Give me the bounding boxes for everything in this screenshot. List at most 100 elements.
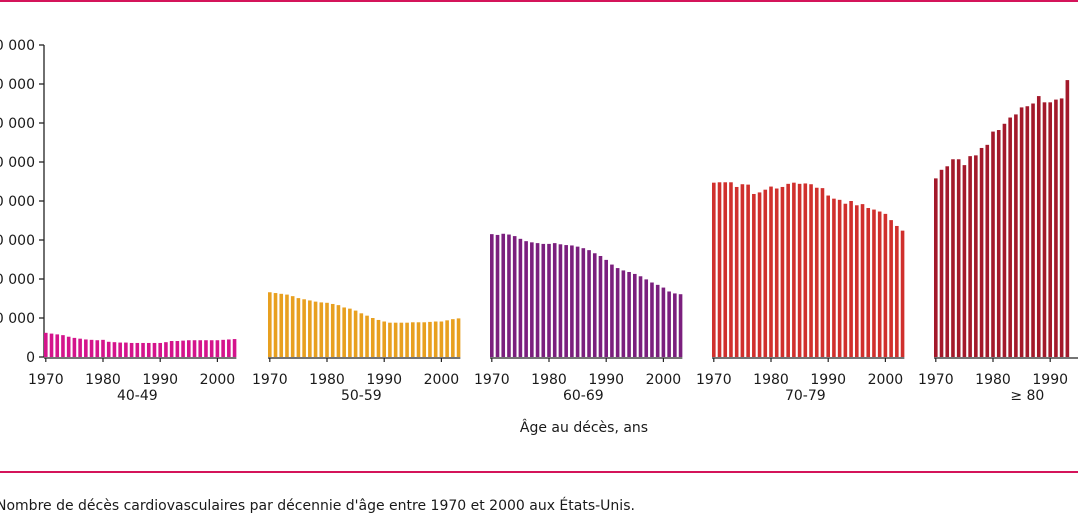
bar — [129, 342, 134, 357]
bar — [445, 320, 449, 357]
bar — [587, 250, 591, 357]
bar — [388, 322, 392, 357]
bar — [592, 253, 597, 357]
bar — [227, 339, 231, 357]
bar — [610, 264, 614, 357]
bar — [169, 341, 174, 357]
bar — [558, 244, 563, 357]
bar — [792, 182, 796, 357]
x-tick-label: 2000 — [868, 372, 904, 388]
bar — [633, 273, 637, 357]
bar — [204, 340, 208, 357]
bar — [336, 305, 341, 357]
y-tick-label: 0 — [26, 350, 35, 366]
bar — [996, 130, 1001, 357]
bar — [1036, 96, 1041, 357]
bar — [49, 333, 54, 357]
y-tick-label: 70 000 — [0, 77, 35, 93]
bar — [1019, 107, 1024, 358]
bar — [507, 234, 511, 357]
bar — [72, 337, 77, 357]
bar — [786, 183, 790, 357]
bar — [774, 188, 779, 357]
x-tick-label: 1990 — [142, 372, 178, 388]
bar — [1031, 103, 1035, 357]
bar — [763, 189, 768, 357]
bar — [490, 234, 494, 357]
bar — [55, 334, 60, 357]
bar — [198, 340, 203, 357]
panel-2: 1970 1980 1990 2000 50-59 — [252, 292, 461, 404]
bar — [723, 182, 728, 357]
bar — [860, 204, 865, 357]
bar — [146, 342, 151, 357]
bar — [456, 318, 461, 357]
bar — [279, 293, 284, 357]
y-tick-label: 10 000 — [0, 311, 35, 327]
bar — [673, 293, 677, 357]
bar — [348, 308, 352, 357]
bar — [900, 230, 905, 357]
bar — [84, 339, 88, 357]
bar — [393, 322, 398, 357]
bar — [535, 243, 540, 357]
bar — [570, 245, 574, 357]
bar — [814, 187, 819, 357]
bar — [667, 291, 671, 357]
bar — [939, 169, 944, 357]
chart-panels: 1970 1980 1990 2000 40-49 1970 1980 1990 2000 50-… — [28, 80, 1078, 404]
bar — [945, 166, 950, 357]
bar — [61, 335, 65, 357]
x-tick-label: 1980 — [975, 372, 1011, 388]
bar — [296, 298, 301, 357]
bar — [968, 156, 972, 357]
bar — [1065, 80, 1070, 357]
bar — [209, 340, 214, 357]
bar — [285, 294, 289, 357]
bar — [547, 243, 551, 357]
x-tick-label: 1990 — [588, 372, 624, 388]
bar — [370, 318, 375, 357]
y-tick-label: 40 000 — [0, 194, 35, 210]
bar — [979, 147, 984, 357]
bar — [934, 178, 938, 357]
bar — [1048, 102, 1052, 357]
bar — [974, 155, 978, 357]
bar — [530, 242, 534, 357]
bar — [433, 321, 438, 357]
bar — [746, 184, 750, 357]
bar — [353, 310, 358, 357]
bar — [877, 211, 882, 357]
bar — [512, 236, 517, 357]
bar — [411, 322, 415, 357]
bar — [598, 255, 603, 357]
bar — [638, 276, 643, 357]
bar — [359, 313, 364, 357]
bar — [962, 165, 967, 357]
bar — [872, 209, 876, 357]
bar — [717, 182, 722, 357]
bar — [152, 342, 157, 357]
bar — [985, 144, 990, 357]
bar — [604, 259, 608, 357]
bar — [428, 321, 432, 357]
top-divider — [0, 0, 1078, 2]
x-tick-label: 1990 — [810, 372, 846, 388]
bar — [308, 300, 312, 357]
chart: 0 10 000 20 000 30 000 40 000 50 000 60 000 70 … — [0, 38, 1078, 436]
bar — [319, 302, 324, 357]
bar — [112, 342, 117, 357]
bar — [416, 322, 421, 357]
x-tick-label: 1970 — [696, 372, 732, 388]
bar — [734, 186, 739, 357]
panel-label: 50-59 — [341, 388, 382, 404]
bar — [1054, 99, 1058, 357]
x-axis-label: Âge au décès, ans — [520, 418, 648, 436]
bar — [1042, 102, 1047, 357]
bar — [268, 292, 272, 357]
x-tick-label: 1990 — [1032, 372, 1068, 388]
bar — [661, 287, 666, 357]
bar — [956, 159, 961, 357]
x-tick-label: 1970 — [252, 372, 288, 388]
bar — [1014, 114, 1018, 357]
